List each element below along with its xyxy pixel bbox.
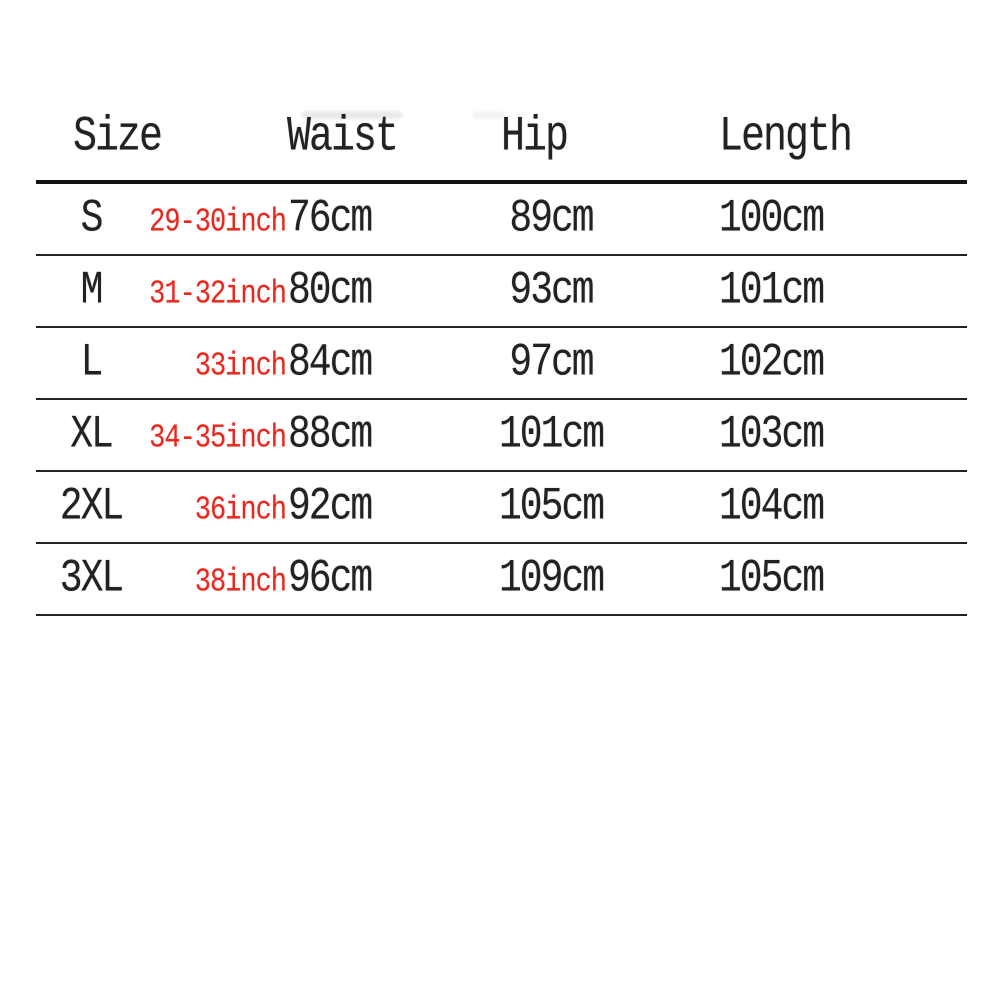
column-header-waist: Waist (287, 110, 399, 165)
size-label: M (80, 264, 104, 317)
hip-value: 109cm (498, 552, 605, 605)
waist-cm-value: 92cm (288, 480, 373, 533)
size-label: XL (70, 408, 114, 461)
waist-inch-value: 36inch (194, 492, 287, 530)
table-header-row: Size Waist Hip Length (36, 96, 967, 184)
length-value: 103cm (718, 408, 825, 461)
size-label: S (80, 192, 104, 245)
waist-cm-value: 76cm (288, 192, 373, 245)
table-row-l: L 33inch 84cm 97cm 102cm (36, 328, 967, 400)
hip-value: 93cm (509, 264, 594, 317)
faint-watermark-smudge (302, 111, 402, 119)
waist-cm-value: 96cm (288, 552, 373, 605)
waist-value: 36inch 92cm (146, 480, 491, 532)
waist-value: 31-32inch 80cm (146, 264, 491, 316)
table-row-3xl: 3XL 38inch 96cm 109cm 105cm (36, 544, 967, 616)
waist-value: 34-35inch 88cm (146, 408, 491, 460)
faint-watermark-smudge (472, 112, 506, 118)
hip-value: 105cm (498, 480, 605, 533)
waist-value: 38inch 96cm (146, 552, 491, 604)
waist-value: 33inch 84cm (146, 336, 491, 388)
length-value: 101cm (718, 264, 825, 317)
waist-value: 29-30inch 76cm (146, 192, 491, 244)
waist-inch-value: 29-30inch (149, 204, 287, 242)
hip-value: 101cm (498, 408, 605, 461)
waist-cm-value: 84cm (288, 336, 373, 389)
waist-inch-value: 33inch (194, 348, 287, 386)
hip-value: 89cm (509, 192, 594, 245)
length-value: 104cm (718, 480, 825, 533)
waist-inch-value: 38inch (194, 564, 287, 602)
waist-cm-value: 88cm (288, 408, 373, 461)
size-label: L (80, 336, 104, 389)
table-row-s: S 29-30inch 76cm 89cm 100cm (36, 184, 967, 256)
waist-inch-value: 31-32inch (149, 276, 287, 314)
column-header-hip: Hip (501, 110, 569, 165)
hip-value: 97cm (509, 336, 594, 389)
column-header-length: Length (719, 110, 853, 165)
table-row-2xl: 2XL 36inch 92cm 105cm 104cm (36, 472, 967, 544)
table-row-xl: XL 34-35inch 88cm 101cm 103cm (36, 400, 967, 472)
length-value: 105cm (718, 552, 825, 605)
length-value: 102cm (718, 336, 825, 389)
waist-cm-value: 80cm (288, 264, 373, 317)
column-header-size: Size (73, 110, 163, 165)
waist-inch-value: 34-35inch (149, 420, 287, 458)
length-value: 100cm (718, 192, 825, 245)
size-label: 3XL (59, 552, 124, 605)
size-chart-table: Size Waist Hip Length S 29-30inch 76cm 8… (36, 96, 967, 616)
size-label: 2XL (59, 480, 124, 533)
table-row-m: M 31-32inch 80cm 93cm 101cm (36, 256, 967, 328)
